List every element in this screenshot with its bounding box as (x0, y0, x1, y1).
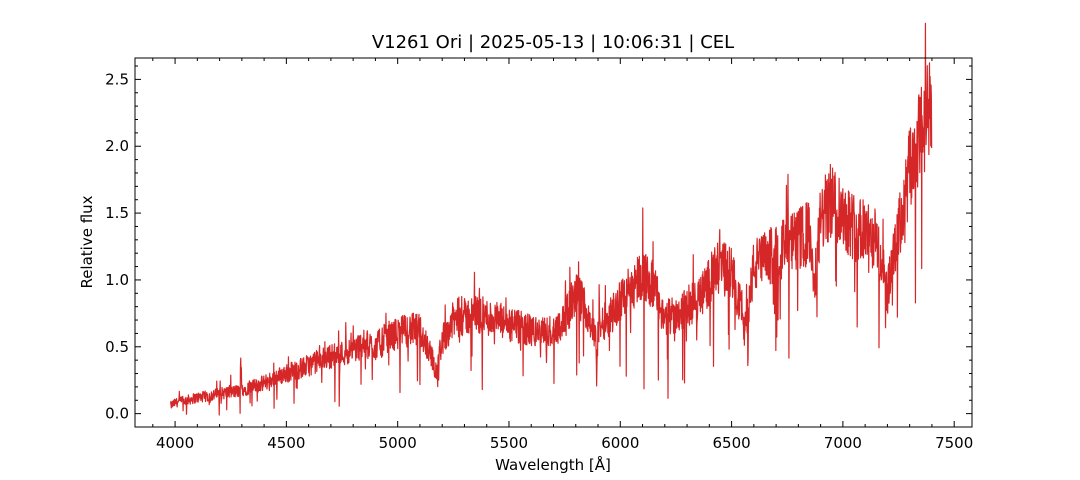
y-tick-label: 0.5 (105, 338, 129, 356)
x-tick-label: 5500 (490, 434, 528, 452)
x-tick-label: 4500 (267, 434, 305, 452)
y-tick-label: 2.5 (105, 70, 129, 88)
y-axis-label: Relative flux (78, 195, 96, 288)
x-axis: 4000 4500 5000 5500 6000 6500 7000 7500 (152, 58, 973, 452)
x-tick-label: 5000 (379, 434, 417, 452)
x-axis-label: Wavelength [Å] (495, 455, 611, 474)
x-tick-label: 4000 (156, 434, 194, 452)
x-tick-label: 6500 (712, 434, 750, 452)
x-tick-label: 7000 (824, 434, 862, 452)
chart-title: V1261 Ori | 2025-05-13 | 10:06:31 | CEL (372, 32, 734, 53)
x-tick-label: 6000 (601, 434, 639, 452)
y-axis: 0.0 0.5 1.0 1.5 2.0 2.5 (105, 65, 972, 428)
spectrum-line (170, 22, 933, 416)
y-tick-label: 0.0 (105, 405, 129, 423)
y-tick-label: 1.0 (105, 271, 129, 289)
series-layer (170, 22, 933, 416)
x-tick-label: 7500 (935, 434, 973, 452)
y-tick-label: 2.0 (105, 137, 129, 155)
y-tick-label: 1.5 (105, 204, 129, 222)
